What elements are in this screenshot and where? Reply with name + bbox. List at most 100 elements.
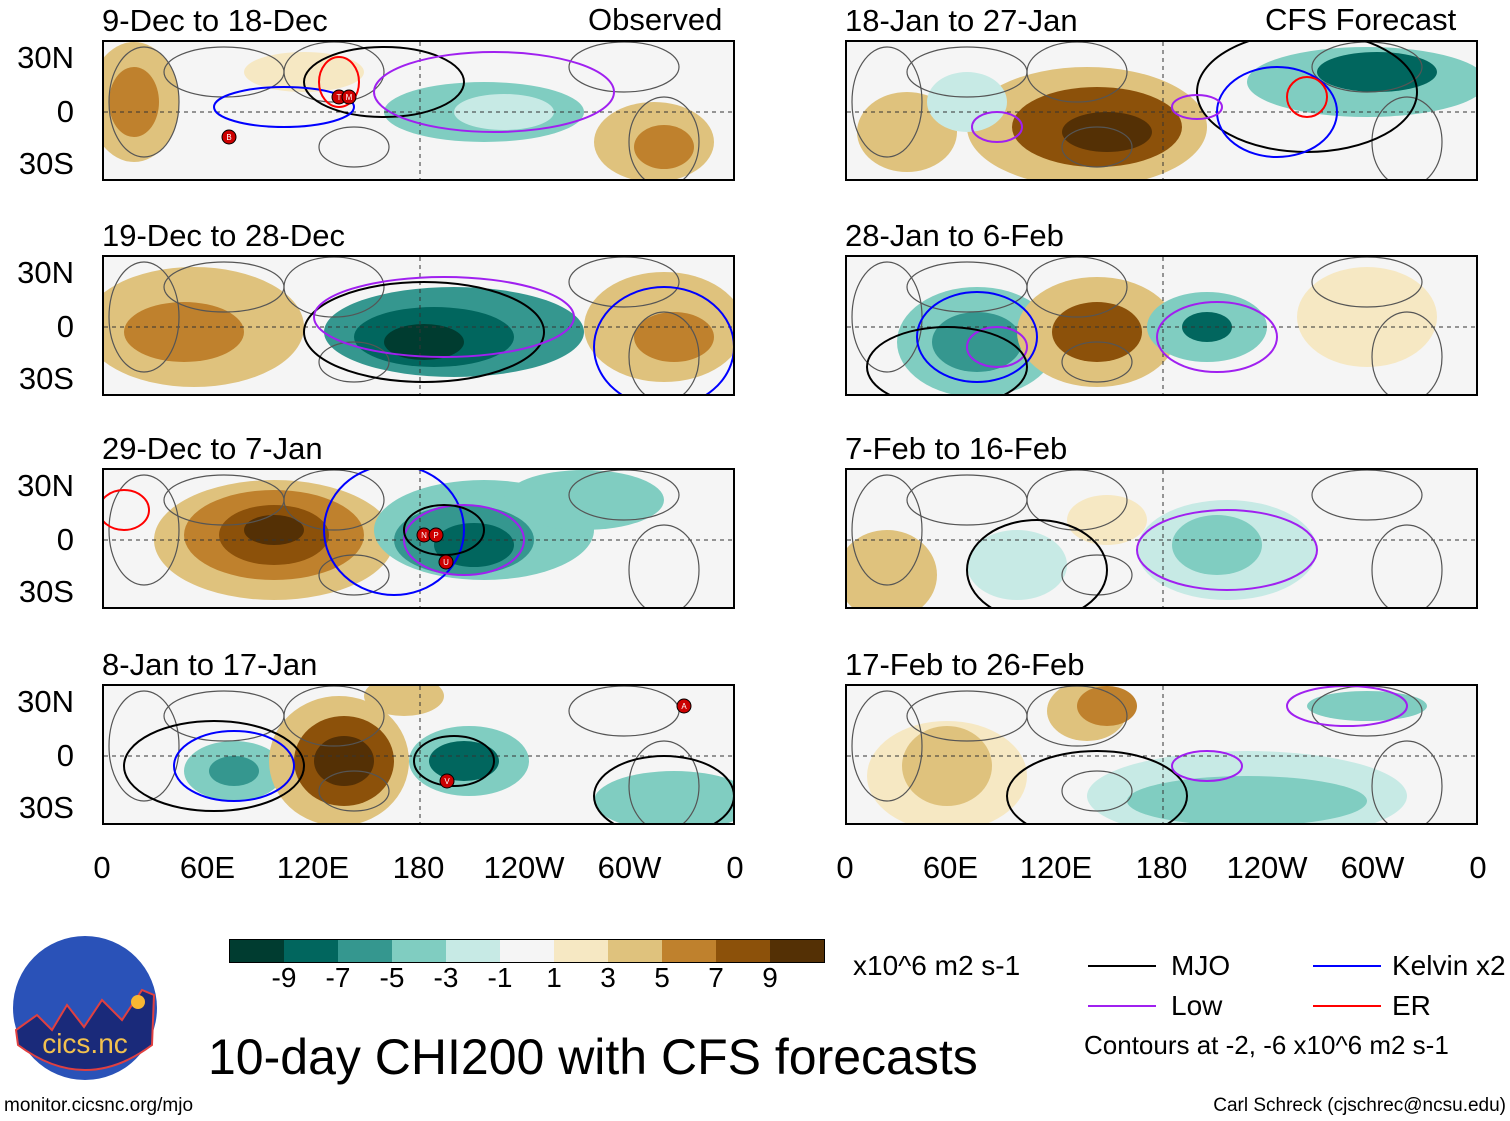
anomaly-region: [1307, 691, 1427, 721]
y-tick-label: 30S: [18, 574, 74, 609]
wave-contour: [313, 276, 575, 358]
x-tick-label: 0: [836, 850, 854, 885]
colorbar-label: -5: [379, 962, 405, 993]
coastline: [318, 126, 390, 168]
y-tick-label: 30S: [18, 790, 74, 825]
coastline: [108, 46, 180, 158]
legend-er: ER: [1392, 990, 1431, 1021]
figure-title: 10-day CHI200 with CFS forecasts: [208, 1029, 978, 1085]
wave-contour: [1286, 76, 1328, 118]
coastline: [568, 42, 680, 93]
anomaly-region: [847, 530, 937, 607]
colorbar-swatch: [608, 940, 662, 962]
colorbar-label: -7: [325, 962, 351, 993]
storm-marker: A: [676, 698, 692, 714]
panel-title: 7-Feb to 16-Feb: [845, 431, 1068, 466]
coastline: [628, 740, 700, 823]
coastline: [1061, 770, 1133, 812]
anomaly-region: [634, 312, 714, 362]
y-tick-label: 30N: [17, 255, 74, 290]
anomaly-region: [1127, 776, 1367, 823]
y-tick-label: 30N: [17, 684, 74, 719]
anomaly-region: [902, 726, 992, 806]
coastline: [318, 770, 390, 812]
coastline: [628, 524, 700, 607]
coastline: [283, 470, 385, 531]
storm-marker: U: [438, 554, 454, 570]
anomaly-region: [244, 52, 364, 92]
coastline: [1371, 524, 1443, 607]
coastline: [906, 474, 1028, 526]
coastline: [283, 257, 385, 318]
colorbar-swatch: [500, 940, 554, 962]
x-tick-label: 60E: [179, 850, 236, 885]
coastline: [1026, 257, 1128, 318]
wave-contour: [373, 51, 615, 133]
wave-contour: [971, 111, 1023, 143]
anomaly-region: [1317, 52, 1437, 92]
coastline: [851, 46, 923, 158]
wave-contour: [1286, 686, 1408, 727]
map-panel: [845, 468, 1478, 609]
x-tick-label: 60W: [1340, 850, 1405, 885]
coastline: [1311, 257, 1423, 308]
map-panel: [845, 684, 1478, 825]
contour-note: Contours at -2, -6 x10^6 m2 s-1: [1084, 1030, 1449, 1060]
colorbar-swatch: [284, 940, 338, 962]
legend-mjo-line: [1088, 965, 1156, 967]
map-panel: [845, 255, 1478, 396]
svg-text:B: B: [226, 133, 231, 142]
x-tick-label: 60E: [922, 850, 979, 885]
colorbar-swatch: [716, 940, 770, 962]
wave-contour: [593, 286, 733, 394]
anomaly-region: [109, 67, 159, 137]
coastline: [108, 261, 180, 373]
colorbar-label: 9: [762, 962, 778, 993]
map-panel: [102, 255, 735, 396]
wave-contour: [1171, 750, 1243, 782]
anomaly-region: [364, 686, 444, 716]
svg-text:U: U: [443, 558, 449, 567]
coastline: [1026, 42, 1128, 103]
coastline: [851, 474, 923, 586]
x-tick-label: 0: [726, 850, 744, 885]
colorbar-label: 5: [654, 962, 670, 993]
colorbar-label: -3: [433, 962, 459, 993]
wave-contour: [413, 735, 495, 787]
wave-contour: [303, 281, 545, 383]
coastline: [1371, 311, 1443, 394]
anomaly-region: [927, 72, 1007, 132]
map-panel: [845, 40, 1478, 181]
wave-contour: [1156, 301, 1278, 373]
colorbar-swatch: [230, 940, 284, 962]
colorbar-label: 7: [708, 962, 724, 993]
svg-text:M: M: [346, 93, 353, 102]
coastline: [283, 686, 385, 747]
wave-contour: [173, 730, 295, 802]
wave-contour: [303, 46, 465, 118]
anomaly-region: [314, 736, 374, 786]
coastline: [568, 686, 680, 737]
legend-kelvin-line: [1313, 965, 1381, 967]
panel-title: 9-Dec to 18-Dec: [102, 3, 328, 38]
coastline: [628, 96, 700, 179]
footer-credit: Carl Schreck (cjschrec@ncsu.edu): [1213, 1095, 1506, 1116]
colorbar-swatch: [338, 940, 392, 962]
anomaly-region: [209, 756, 259, 786]
anomaly-region: [1172, 515, 1262, 575]
x-tick-label: 120E: [1019, 850, 1093, 885]
storm-marker: B: [221, 129, 237, 145]
wave-contour: [916, 291, 1038, 383]
panel-title: 19-Dec to 28-Dec: [102, 218, 345, 253]
coastline: [568, 470, 680, 521]
forecast-header: CFS Forecast: [1265, 2, 1457, 37]
wave-contour: [213, 86, 355, 128]
y-tick-label: 0: [56, 522, 74, 557]
y-tick-label: 30N: [17, 40, 74, 75]
coastline: [628, 311, 700, 394]
coastline: [1311, 686, 1423, 737]
x-tick-label: 120W: [483, 850, 565, 885]
wave-contour: [1171, 94, 1223, 120]
